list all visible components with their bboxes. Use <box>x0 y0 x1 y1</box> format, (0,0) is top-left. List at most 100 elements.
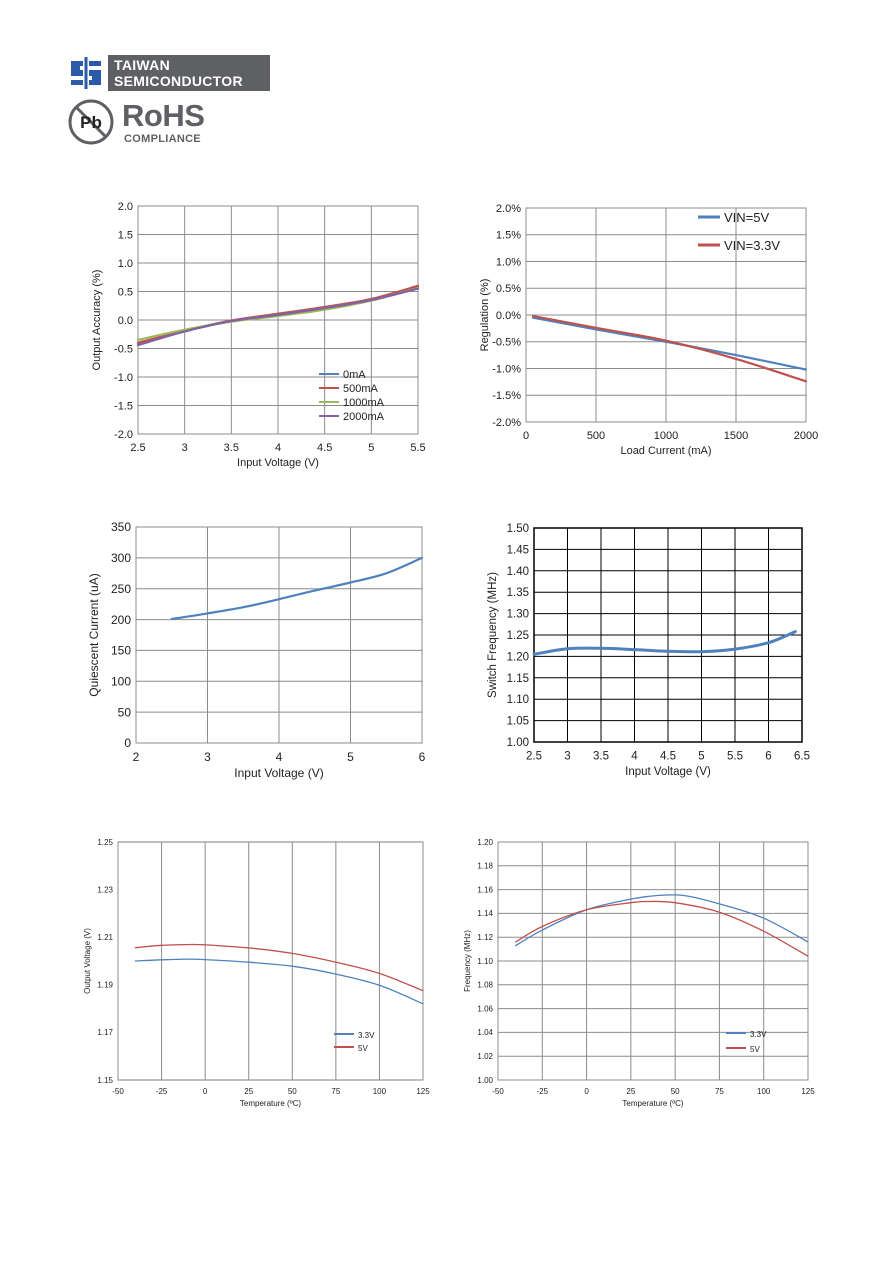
y-axis-label: Switch Frequency (MHz) <box>487 572 499 698</box>
y-tick-label: 1.17 <box>97 1028 113 1037</box>
legend-label: 0mA <box>343 369 366 381</box>
chart-switch-frequency: 1.00 1.05 1.10 1.15 1.20 1.25 1.30 1.35 1.40 1.45… <box>487 523 810 778</box>
chart-output-voltage-temperature: 1.15 1.17 1.19 1.21 1.23 1.25 -50 -25 0 25 50 75 100… <box>83 838 430 1108</box>
y-tick-label: 1.04 <box>477 1028 493 1037</box>
y-tick-label: 2.0 <box>118 201 133 213</box>
y-tick-label: 1.12 <box>477 933 493 942</box>
y-tick-label: 1.35 <box>507 587 529 599</box>
x-tick-label: 5 <box>347 750 354 764</box>
y-tick-label: -1.0% <box>492 363 521 375</box>
x-tick-label: 3 <box>564 751 570 763</box>
series-line-data <box>532 630 797 656</box>
x-tick-label: 125 <box>801 1087 815 1096</box>
y-tick-label: 1.19 <box>97 981 113 990</box>
y-tick-label: 100 <box>111 674 131 688</box>
y-tick-label: 1.40 <box>507 566 529 578</box>
y-tick-label: 50 <box>118 705 132 719</box>
y-tick-label: 250 <box>111 582 131 596</box>
y-tick-label: 0.5 <box>118 286 133 298</box>
x-tick-label: 6 <box>765 751 771 763</box>
y-tick-label: 1.0% <box>496 256 521 268</box>
legend-label: VIN=5V <box>724 210 769 225</box>
x-tick-label: 0 <box>584 1087 589 1096</box>
company-name-line1: TAIWAN <box>114 57 170 73</box>
x-tick-label: 50 <box>671 1087 680 1096</box>
x-axis-label: Temperature (ºC) <box>622 1099 683 1108</box>
x-tick-label: 5 <box>368 442 374 454</box>
x-tick-label: 6 <box>419 750 426 764</box>
x-tick-label: 4.5 <box>660 751 676 763</box>
legend-label: 2000mA <box>343 411 385 423</box>
x-tick-label: 4 <box>276 750 283 764</box>
company-name-box: TAIWAN SEMICONDUCTOR <box>108 55 270 91</box>
chart-output-accuracy: -2.0 -1.5 -1.0 -0.5 0.0 0.5 1.0 1.5 2.0 2.5 3 3.5 4 4… <box>91 201 426 469</box>
rohs-title: RoHS <box>122 98 205 133</box>
rohs-subtitle: COMPLIANCE <box>124 133 201 145</box>
y-tick-label: 1.15 <box>507 673 529 685</box>
x-tick-label: 0 <box>203 1087 208 1096</box>
y-tick-label: 1.25 <box>97 838 113 847</box>
x-tick-label: 5 <box>698 751 704 763</box>
pb-text: Pb <box>80 113 102 132</box>
y-tick-label: 1.02 <box>477 1052 493 1061</box>
x-tick-label: 5.5 <box>727 751 743 763</box>
series-line-3-3v <box>134 958 424 1005</box>
x-tick-label: 3 <box>204 750 211 764</box>
chart-quiescent-current: 0 50 100 150 200 250 300 350 2 3 4 5 6 Input Voltage … <box>87 520 426 780</box>
x-tick-label: 4 <box>631 751 638 763</box>
legend-label: 500mA <box>343 383 379 395</box>
series-line-5v <box>515 900 809 957</box>
y-tick-label: 1.5 <box>118 229 133 241</box>
y-tick-label: 1.14 <box>477 909 493 918</box>
y-tick-label: -0.5 <box>114 343 133 355</box>
company-logo-block: TAIWAN SEMICONDUCTOR Pb RoHS COMPLIANCE <box>68 55 273 145</box>
x-tick-label: 4.5 <box>317 442 332 454</box>
x-tick-label: 500 <box>587 430 605 442</box>
x-tick-label: 50 <box>288 1087 297 1096</box>
series-line-5v <box>134 943 424 992</box>
y-tick-label: 1.06 <box>477 1004 493 1013</box>
y-tick-label: 300 <box>111 551 131 565</box>
x-tick-label: -50 <box>112 1087 124 1096</box>
x-tick-label: 3.5 <box>593 751 609 763</box>
x-tick-label: 6.5 <box>794 751 810 763</box>
series-line-vin-3-3v <box>531 315 808 383</box>
y-tick-label: 1.05 <box>507 716 529 728</box>
x-tick-label: 3.5 <box>224 442 239 454</box>
y-tick-label: 1.10 <box>507 694 529 706</box>
y-axis-label: Frequency (MHz) <box>463 930 472 992</box>
y-tick-label: 350 <box>111 520 131 534</box>
x-tick-label: 5.5 <box>410 442 425 454</box>
y-axis-label: Regulation (%) <box>479 279 491 352</box>
plot-area <box>117 841 424 1081</box>
chart-frequency-temperature: 1.00 1.02 1.04 1.06 1.08 1.10 1.12 1.14 1.16 1.18… <box>463 838 815 1108</box>
y-tick-label: -2.0% <box>492 417 521 429</box>
y-tick-label: 1.08 <box>477 981 493 990</box>
y-tick-label: 1.23 <box>97 885 113 894</box>
x-axis-label: Input Voltage (V) <box>234 766 323 780</box>
legend-label: 5V <box>358 1044 368 1053</box>
y-tick-label: -0.5% <box>492 337 521 349</box>
y-tick-label: 2.0% <box>496 203 521 215</box>
x-axis-label: Load Current (mA) <box>620 445 711 457</box>
legend-label: VIN=3.3V <box>724 238 780 253</box>
y-tick-label: 1.5% <box>496 230 521 242</box>
x-tick-label: 100 <box>757 1087 771 1096</box>
y-tick-label: 0.5% <box>496 283 521 295</box>
series-line-2000ma <box>136 287 420 347</box>
chart-load-regulation: -2.0% -1.5% -1.0% -0.5% 0.0% 0.5% 1.0% 1.5% 2.0%… <box>479 203 818 457</box>
y-tick-label: 1.0 <box>118 258 133 270</box>
x-tick-label: 2.5 <box>130 442 145 454</box>
x-tick-label: 75 <box>715 1087 724 1096</box>
legend-label: 1000mA <box>343 397 385 409</box>
y-tick-label: -2.0 <box>114 429 133 441</box>
x-tick-label: 1500 <box>724 430 748 442</box>
y-tick-label: 1.30 <box>507 609 529 621</box>
x-tick-label: 25 <box>244 1087 253 1096</box>
series-line-data <box>170 556 424 621</box>
y-axis-label: Output Accuracy (%) <box>91 270 103 371</box>
x-tick-label: -25 <box>156 1087 168 1096</box>
y-tick-label: 200 <box>111 613 131 627</box>
y-tick-label: 1.10 <box>477 957 493 966</box>
x-tick-label: 3 <box>182 442 188 454</box>
